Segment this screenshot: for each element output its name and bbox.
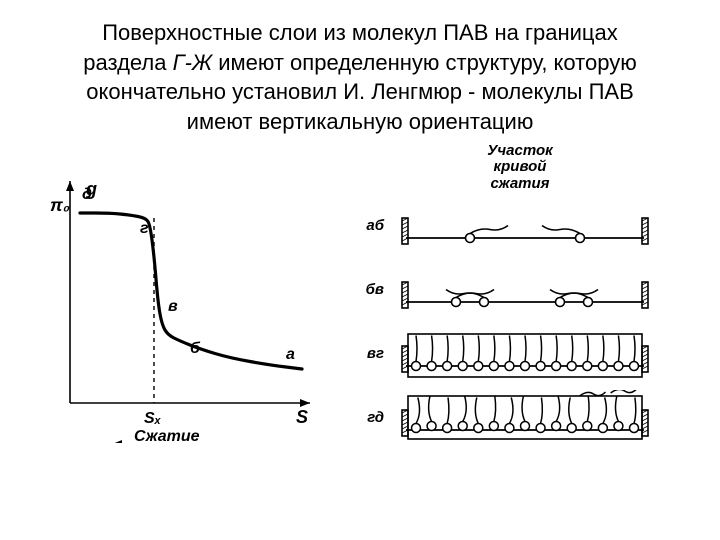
chart-svg: π₀gSSₓдгвбаСжатие [30,143,330,443]
panel-row: вг [350,326,690,380]
panel-row-diagram [390,198,690,252]
svg-text:S: S [296,407,308,427]
title-line-3: окончательно установил И. Ленгмюр - моле… [86,79,634,104]
figure-row: π₀gSSₓдгвбаСжатие Участок кривой сжатия … [30,143,690,443]
panel-row-diagram [390,326,690,380]
svg-text:Sₓ: Sₓ [144,410,162,427]
svg-text:а: а [286,346,295,363]
svg-text:в: в [168,298,178,315]
panel-row: бв [350,262,690,316]
panel-row-label: бв [350,281,390,298]
svg-text:б: б [190,340,201,357]
panel-row-label: вг [350,345,390,362]
title-line-1: Поверхностные слои из молекул ПАВ на гра… [102,20,618,45]
panel-row-diagram [390,390,690,444]
panel-row-label: гд [350,409,390,426]
svg-text:π₀: π₀ [50,195,70,215]
svg-text:г: г [140,220,149,237]
molecule-panels: Участок кривой сжатия аб бв вг гд [350,143,690,443]
title-line-2b: имеют определенную структуру, которую [212,50,637,75]
panel-row: гд [350,390,690,444]
svg-text:д: д [82,186,92,203]
svg-text:Сжатие: Сжатие [134,428,200,443]
title-line-4: имеют вертикальную ориентацию [187,109,534,134]
panel-row-label: аб [350,217,390,234]
slide-title: Поверхностные слои из молекул ПАВ на гра… [30,18,690,137]
panel-row-diagram [390,262,690,316]
panels-column-title: Участок кривой сжатия [350,143,690,193]
panel-row: аб [350,198,690,252]
compression-chart: π₀gSSₓдгвбаСжатие [30,143,330,443]
title-line-2a: раздела [83,50,172,75]
title-italic: Г-Ж [173,50,212,75]
